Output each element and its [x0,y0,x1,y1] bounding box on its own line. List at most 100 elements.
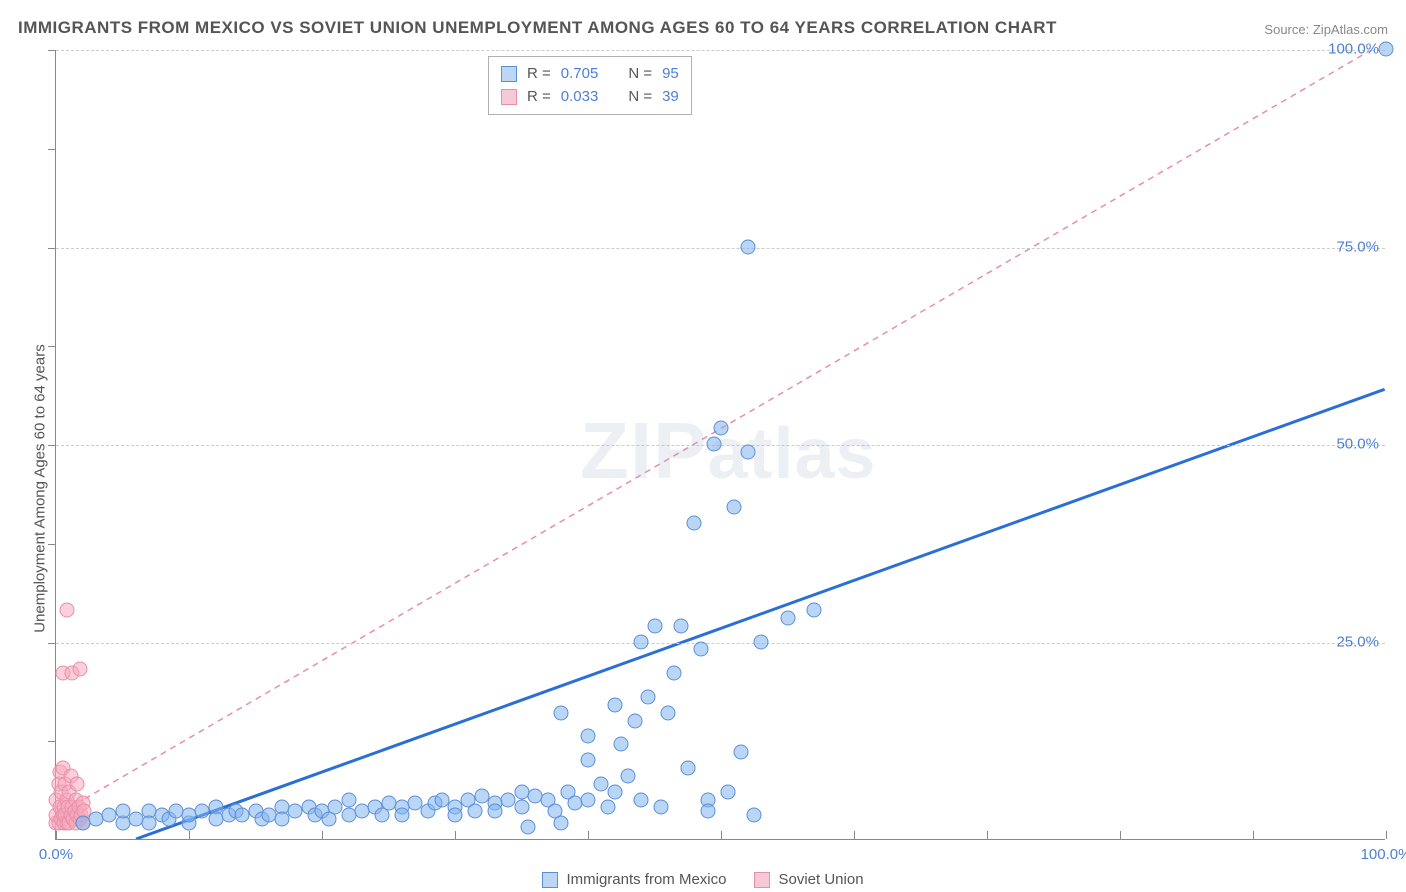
data-point [660,705,675,720]
legend-item: Immigrants from Mexico [542,871,726,888]
data-point [607,697,622,712]
data-point [514,800,529,815]
data-point [554,816,569,831]
data-point [694,642,709,657]
data-point [733,745,748,760]
x-tick [1386,831,1387,839]
data-point [487,804,502,819]
stat-n-value: 39 [662,86,679,109]
data-point [780,610,795,625]
data-point [394,808,409,823]
data-point [634,634,649,649]
y-tick-label: 50.0% [1336,436,1379,453]
series-swatch [542,872,558,888]
data-point [581,792,596,807]
data-point [600,800,615,815]
scatter-plot-area: R = 0.705 N = 95 R = 0.033 N = 39 25.0% 50.0% 75.… [55,50,1385,840]
y-tick [48,248,56,249]
data-point [521,820,536,835]
y-tick [48,544,56,545]
gridline [56,643,1385,644]
data-point [581,729,596,744]
x-tick [987,831,988,839]
data-point [740,239,755,254]
stat-row: R = 0.705 N = 95 [501,63,679,86]
series-swatch [501,66,517,82]
data-point [654,800,669,815]
data-point [70,776,85,791]
data-point [341,792,356,807]
trend-line [136,389,1385,839]
stat-n-label: N = [628,63,652,86]
data-point [680,760,695,775]
source-credit: Source: ZipAtlas.com [1264,22,1388,37]
x-tick [1253,831,1254,839]
legend-label: Immigrants from Mexico [566,871,726,888]
correlation-stats-box: R = 0.705 N = 95 R = 0.033 N = 39 [488,56,692,115]
data-point [581,753,596,768]
source-label: Source: [1264,22,1309,37]
data-point [72,662,87,677]
x-tick [322,831,323,839]
y-tick-label: 75.0% [1336,238,1379,255]
data-point [707,437,722,452]
y-tick [48,149,56,150]
y-tick [48,50,56,51]
source-value: ZipAtlas.com [1313,22,1388,37]
series-swatch [501,89,517,105]
y-tick [48,741,56,742]
data-point [640,689,655,704]
data-point [747,808,762,823]
series-legend: Immigrants from Mexico Soviet Union [0,871,1406,888]
y-tick [48,643,56,644]
data-point [614,737,629,752]
data-point [620,768,635,783]
data-point [720,784,735,799]
data-point [700,804,715,819]
gridline [56,50,1385,51]
x-tick [455,831,456,839]
data-point [627,713,642,728]
stat-r-label: R = [527,63,551,86]
x-tick [854,831,855,839]
x-tick [189,831,190,839]
data-point [807,602,822,617]
data-point [674,618,689,633]
data-point [714,421,729,436]
stat-n-label: N = [628,86,652,109]
data-point [59,602,74,617]
stat-n-value: 95 [662,63,679,86]
data-point [727,500,742,515]
series-swatch [754,872,770,888]
data-point [667,666,682,681]
stat-r-label: R = [527,86,551,109]
data-point [554,705,569,720]
data-point [647,618,662,633]
y-tick [48,445,56,446]
stat-row: R = 0.033 N = 39 [501,86,679,109]
legend-item: Soviet Union [754,871,863,888]
data-point [275,812,290,827]
gridline [56,248,1385,249]
data-point [1379,42,1394,57]
y-tick [48,346,56,347]
y-tick-label: 25.0% [1336,633,1379,650]
x-tick [588,831,589,839]
x-tick [1120,831,1121,839]
data-point [740,444,755,459]
chart-title: IMMIGRANTS FROM MEXICO VS SOVIET UNION U… [18,18,1057,38]
x-tick [721,831,722,839]
data-point [634,792,649,807]
data-point [448,808,463,823]
legend-label: Soviet Union [778,871,863,888]
data-point [607,784,622,799]
stat-r-value: 0.705 [561,63,599,86]
stat-r-value: 0.033 [561,86,599,109]
x-tick [56,831,57,839]
data-point [753,634,768,649]
data-point [467,804,482,819]
y-tick-label: 100.0% [1328,41,1379,58]
x-tick-label: 100.0% [1361,846,1406,863]
y-axis-label: Unemployment Among Ages 60 to 64 years [32,319,49,659]
data-point [687,516,702,531]
